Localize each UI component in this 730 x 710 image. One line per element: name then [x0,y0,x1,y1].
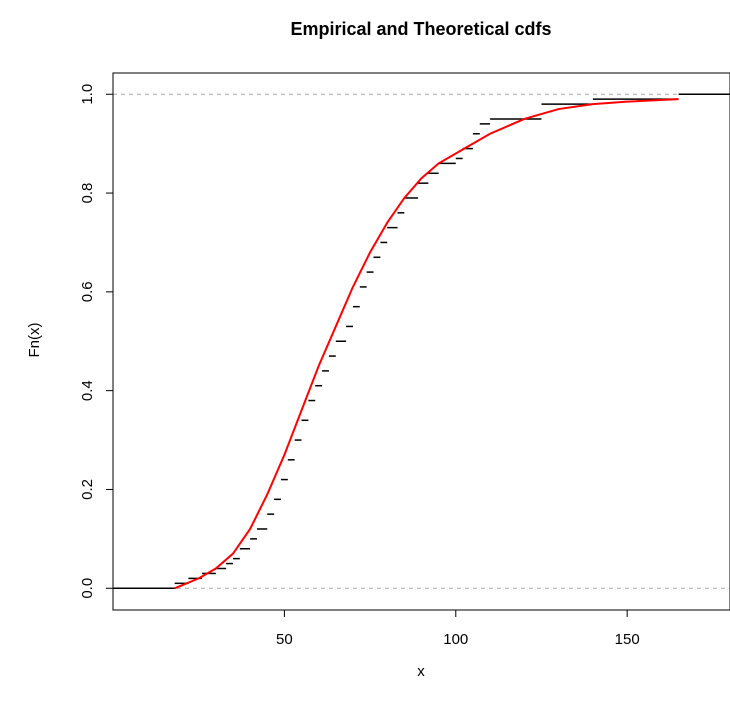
y-tick-label: 1.0 [79,84,96,105]
y-axis-label: Fn(x) [26,323,43,358]
x-tick-label: 150 [615,631,640,648]
y-tick-label: 0.4 [79,380,96,401]
y-tick-label: 0.2 [79,479,96,500]
plot-frame [112,72,730,611]
x-tick-label: 100 [443,631,468,648]
y-tick-label: 0.6 [79,281,96,302]
chart-title: Empirical and Theoretical cdfs [290,19,551,39]
y-tick-label: 0.8 [79,183,96,204]
x-tick-label: 50 [276,631,293,648]
x-axis-label: x [417,663,425,680]
cdf-curve [174,98,679,590]
y-tick-label: 0.0 [79,578,96,599]
